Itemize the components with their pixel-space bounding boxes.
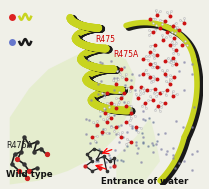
Text: Entrance of water: Entrance of water [101, 177, 189, 186]
Text: R475A: R475A [6, 141, 32, 149]
Polygon shape [10, 50, 136, 184]
Text: Wild type: Wild type [6, 170, 53, 179]
Text: R475: R475 [95, 35, 115, 44]
Polygon shape [116, 118, 160, 184]
Text: R475A: R475A [113, 50, 139, 59]
